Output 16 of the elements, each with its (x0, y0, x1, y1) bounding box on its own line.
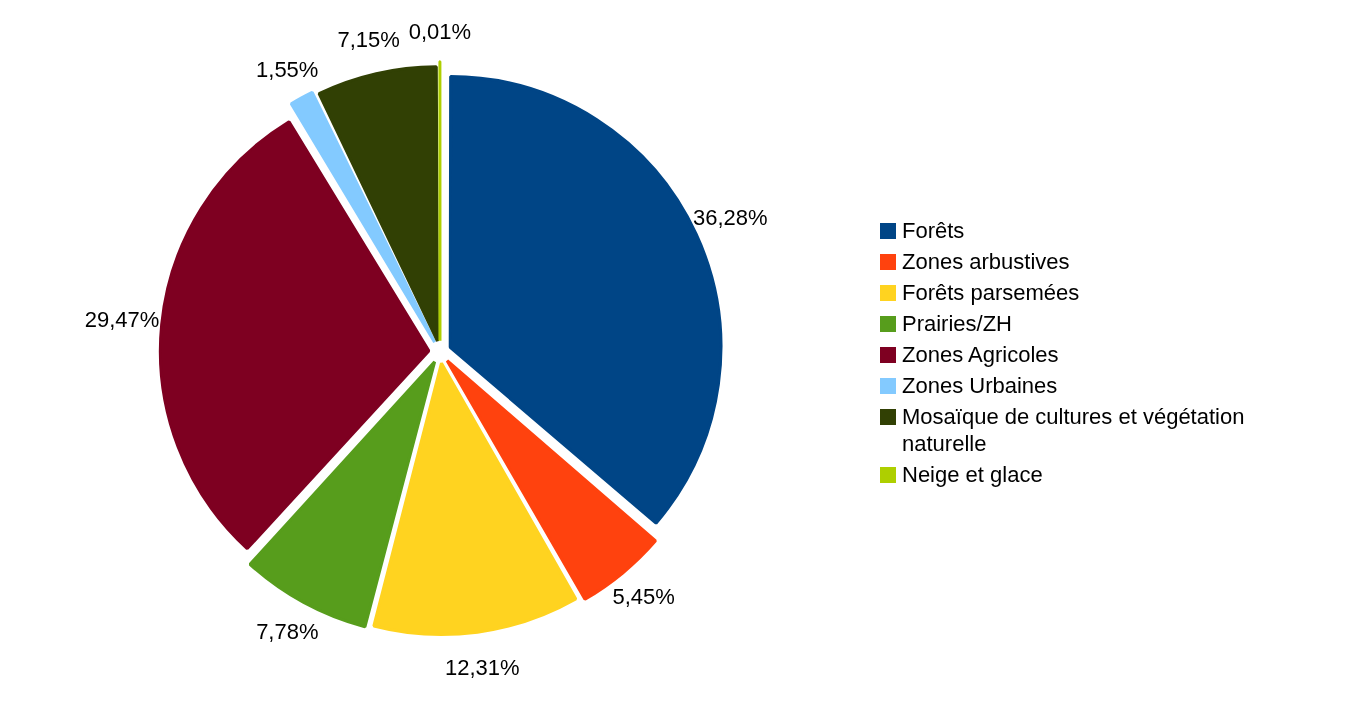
legend-label: Forêts (902, 216, 965, 244)
data-label: 5,45% (612, 584, 675, 610)
legend-label: Prairies/ZH (902, 309, 1013, 337)
legend-label: Mosaïque de cultures et végétation naturelle (902, 402, 1246, 457)
legend-label: Forêts parsemées (902, 278, 1080, 306)
legend-label: Zones Agricoles (902, 340, 1059, 368)
legend-label: Neige et glace (902, 460, 1043, 488)
data-label: 1,55% (256, 57, 319, 83)
legend-label: Zones Urbaines (902, 371, 1058, 399)
legend-label: Zones arbustives (902, 247, 1070, 275)
data-label: 7,78% (256, 618, 319, 644)
data-label: 0,01% (408, 18, 472, 44)
data-label: 36,28% (692, 204, 768, 230)
data-label: 7,15% (337, 26, 400, 52)
data-label: 29,47% (84, 306, 160, 332)
data-label: 12,31% (445, 654, 520, 680)
